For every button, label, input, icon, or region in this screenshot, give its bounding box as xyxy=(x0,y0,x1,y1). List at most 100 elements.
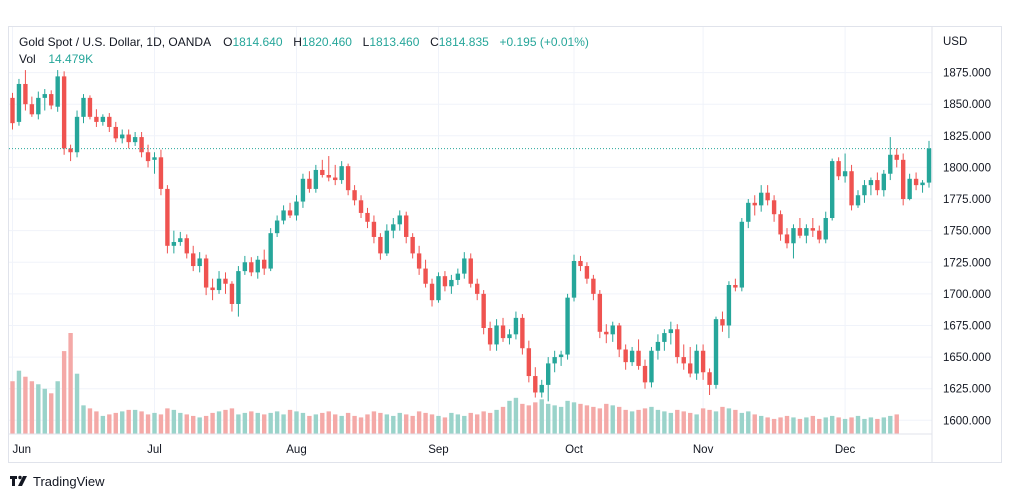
candle xyxy=(617,322,622,358)
candle xyxy=(629,346,635,366)
candle-body xyxy=(74,116,80,153)
volume-bar xyxy=(487,412,493,434)
candle xyxy=(926,140,932,188)
volume-bar xyxy=(578,403,583,434)
volume-bar xyxy=(552,405,557,434)
tradingview-logo-icon xyxy=(10,475,27,486)
candle xyxy=(333,164,338,186)
candle-body xyxy=(365,212,370,222)
candlesticks xyxy=(10,70,932,402)
volume-bar xyxy=(888,415,893,434)
candle-body xyxy=(165,188,170,246)
volume-bar xyxy=(842,418,848,434)
candle-body xyxy=(313,169,319,189)
candle xyxy=(758,185,764,212)
candle xyxy=(533,367,538,398)
candle xyxy=(700,344,706,380)
price-axis[interactable]: USD 1875.000 1850.000 1825.000 1800.000 1775.… xyxy=(931,27,991,462)
candle xyxy=(804,224,809,244)
open-label: O xyxy=(223,35,233,49)
candle-body xyxy=(391,224,396,231)
candle-body xyxy=(817,230,822,240)
candle-body xyxy=(107,116,112,127)
volume-bar xyxy=(436,415,441,434)
candle-body xyxy=(778,214,783,235)
volume-bar xyxy=(707,409,712,434)
candle-body xyxy=(836,161,841,177)
candle-body xyxy=(216,278,222,291)
candle-body xyxy=(126,134,131,143)
volume-bar xyxy=(152,412,157,434)
volume-bar xyxy=(36,384,41,434)
open-value: 1814.640 xyxy=(232,35,283,49)
volume-bar xyxy=(558,406,564,434)
volume-bar xyxy=(68,333,73,434)
volume-bar xyxy=(655,409,661,434)
candle xyxy=(436,272,441,303)
candle-body xyxy=(468,258,473,284)
symbol-title[interactable]: Gold Spot / U.S. Dollar, 1D, OANDA xyxy=(19,35,211,49)
volume-bar xyxy=(320,412,325,434)
candle-body xyxy=(765,192,770,201)
candle xyxy=(145,144,151,168)
candle-body xyxy=(229,283,235,304)
candle-body xyxy=(262,259,267,269)
candle-body xyxy=(700,350,706,373)
candle xyxy=(281,205,286,225)
candle xyxy=(520,314,525,355)
low-label: L xyxy=(362,35,370,49)
tradingview-brand: TradingView xyxy=(33,473,105,489)
candle-body xyxy=(629,350,635,363)
volume-bar xyxy=(513,397,519,434)
candle-body xyxy=(23,83,28,105)
volume-bar xyxy=(629,411,635,434)
high-value: 1820.460 xyxy=(301,35,352,49)
candle-body xyxy=(423,268,428,284)
volume-bar xyxy=(571,402,577,434)
volume-bar xyxy=(610,405,615,434)
candle xyxy=(107,113,112,133)
candle xyxy=(494,319,499,351)
price-tick-label: 1650.000 xyxy=(943,352,991,364)
candle-body xyxy=(307,178,312,189)
candle-body xyxy=(868,180,874,186)
candle xyxy=(681,344,686,370)
candle xyxy=(468,253,473,288)
volume-bar xyxy=(468,412,473,434)
change-value: +0.195 (+0.01%) xyxy=(499,35,589,49)
volume-bar xyxy=(216,411,222,434)
candle-body xyxy=(507,334,512,339)
time-axis[interactable]: Jun Jul Aug Sep Oct Nov Dec xyxy=(9,433,932,456)
low-value: 1813.460 xyxy=(369,35,420,49)
candle xyxy=(733,278,738,292)
volume-bar xyxy=(404,414,409,434)
volume-bar xyxy=(791,417,796,434)
volume-bar xyxy=(171,409,177,434)
candle xyxy=(126,129,131,149)
candle xyxy=(429,278,435,307)
candle-body xyxy=(687,363,693,374)
price-chart[interactable]: USD 1875.000 1850.000 1825.000 1800.000 1775.… xyxy=(0,0,1012,470)
candle-body xyxy=(158,157,164,189)
candle-body xyxy=(726,285,732,326)
candle xyxy=(36,91,41,120)
volume-bar xyxy=(539,399,544,434)
candle-body xyxy=(449,279,454,287)
volume-bar xyxy=(507,400,512,434)
volume-bar xyxy=(584,405,590,434)
tradingview-attribution[interactable]: TradingView xyxy=(10,472,105,490)
candle-body xyxy=(442,276,448,287)
candle-body xyxy=(636,350,641,366)
candle-body xyxy=(881,173,887,191)
time-tick-label: Sep xyxy=(428,444,448,456)
candle xyxy=(778,210,783,241)
candle xyxy=(152,152,157,174)
candle-body xyxy=(345,166,351,191)
volume-bar xyxy=(617,406,622,434)
candle-body xyxy=(623,349,628,363)
volume-bar xyxy=(371,411,377,434)
volume-bar xyxy=(752,414,757,434)
candle xyxy=(862,180,867,203)
candle-body xyxy=(274,220,280,234)
candle xyxy=(197,252,202,273)
